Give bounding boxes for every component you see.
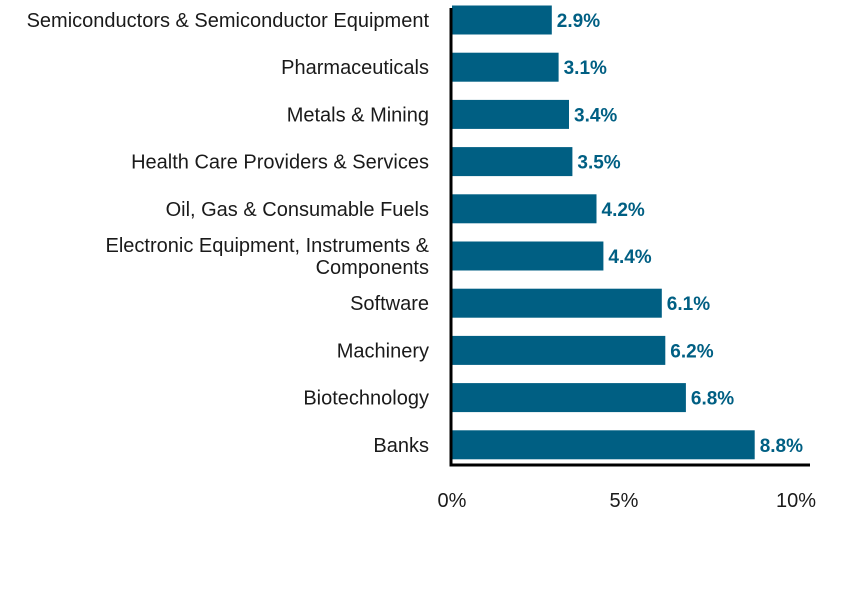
bar bbox=[452, 5, 552, 35]
x-tick-labels: 0% 5% 10% bbox=[438, 490, 817, 512]
bar bbox=[452, 194, 597, 224]
x-tick-label: 10% bbox=[776, 490, 816, 512]
value-labels: 2.9% 3.1% 3.4% 3.5% 4.2% 4.4% 6.1% 6.2% 6.8% 8.8% bbox=[557, 11, 803, 457]
category-label: Health Care Providers & Services bbox=[131, 152, 429, 174]
bar bbox=[452, 52, 559, 82]
category-label: Oil, Gas & Consumable Fuels bbox=[166, 199, 429, 221]
bar-value-label: 2.9% bbox=[557, 11, 600, 32]
bar bbox=[452, 99, 569, 129]
bar bbox=[452, 383, 686, 413]
category-label: Semiconductors & Semiconductor Equipment bbox=[27, 10, 430, 32]
bar bbox=[452, 335, 666, 365]
category-label: Metals & Mining bbox=[287, 104, 429, 126]
bar-value-label: 3.5% bbox=[577, 153, 620, 174]
x-tick-label: 0% bbox=[438, 490, 467, 512]
bar-value-label: 3.1% bbox=[564, 58, 607, 79]
bar-value-label: 8.8% bbox=[760, 436, 803, 457]
bar-value-label: 6.1% bbox=[667, 294, 710, 315]
category-label: Biotechnology bbox=[303, 388, 429, 410]
bar bbox=[452, 288, 662, 318]
bar-value-label: 4.4% bbox=[608, 247, 651, 268]
category-label: Electronic Equipment, Instruments & bbox=[106, 235, 430, 257]
bar bbox=[452, 430, 755, 460]
bar-value-label: 6.8% bbox=[691, 389, 734, 410]
bar bbox=[452, 241, 604, 271]
bar-value-label: 4.2% bbox=[602, 200, 645, 221]
category-label: Machinery bbox=[337, 340, 429, 362]
bar-value-label: 6.2% bbox=[670, 341, 713, 362]
category-labels: Semiconductors & Semiconductor Equipment… bbox=[27, 10, 430, 457]
category-label: Software bbox=[350, 293, 429, 315]
bar-value-label: 3.4% bbox=[574, 105, 617, 126]
bar bbox=[452, 147, 573, 177]
category-label: Pharmaceuticals bbox=[281, 57, 429, 79]
category-label: Components bbox=[316, 257, 429, 279]
x-tick-label: 5% bbox=[610, 490, 639, 512]
bars-layer bbox=[452, 5, 755, 460]
category-label: Banks bbox=[373, 435, 429, 457]
